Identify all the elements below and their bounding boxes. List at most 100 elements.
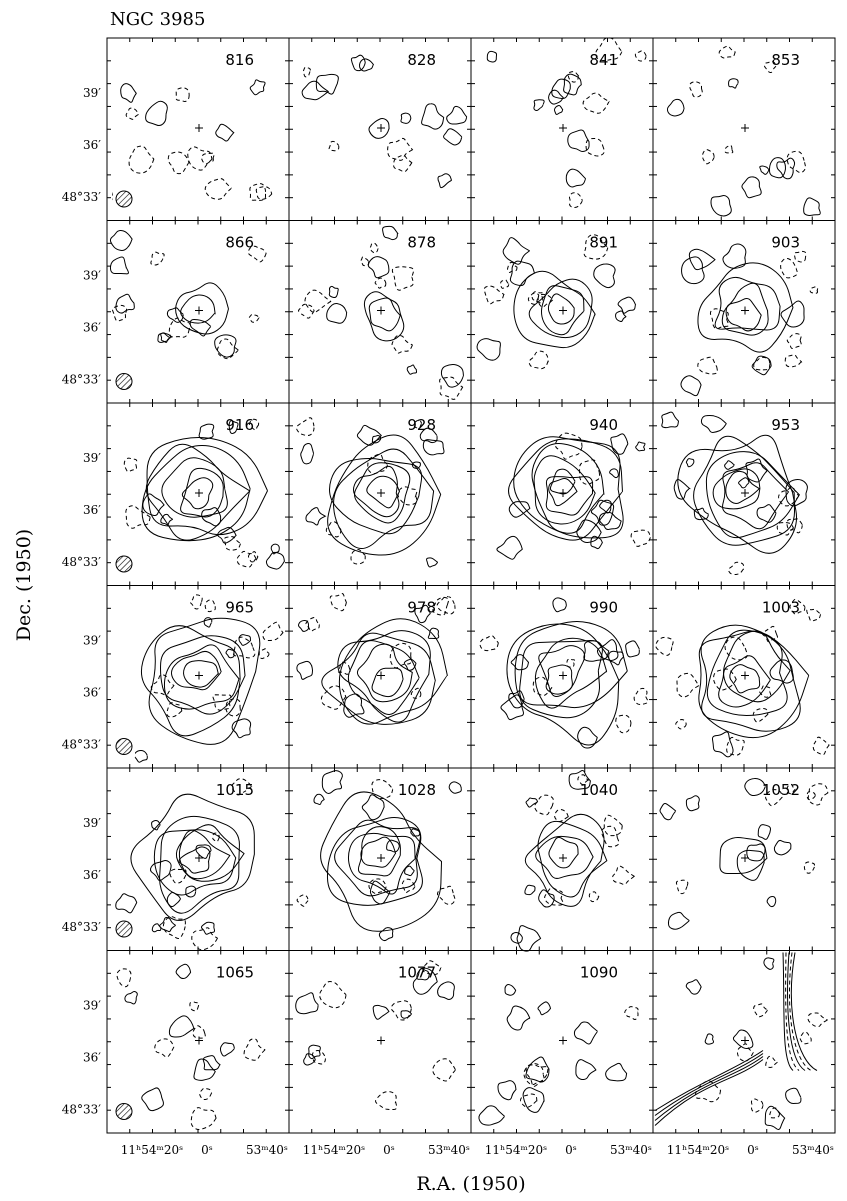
contour xyxy=(249,79,266,96)
contour xyxy=(633,687,649,706)
contour xyxy=(756,504,777,523)
contour xyxy=(567,71,580,83)
panel-frame xyxy=(470,950,654,1134)
contour xyxy=(296,894,309,907)
contour xyxy=(806,608,822,622)
contour xyxy=(128,145,155,174)
contour xyxy=(579,459,601,485)
velocity-label: 878 xyxy=(407,234,436,252)
contour xyxy=(369,242,379,254)
contour xyxy=(436,595,456,615)
contour xyxy=(231,718,252,739)
contour xyxy=(150,674,175,696)
contour xyxy=(180,294,216,324)
contour xyxy=(189,594,203,610)
contour xyxy=(677,434,797,554)
y-tick-label: 39′ xyxy=(83,816,101,830)
contour xyxy=(764,1105,786,1131)
panel: 1003 xyxy=(652,585,836,769)
contour xyxy=(673,479,691,500)
contour xyxy=(630,529,651,547)
contour xyxy=(248,551,259,563)
contour xyxy=(296,660,314,680)
contour xyxy=(590,499,615,526)
y-tick-label: 36′ xyxy=(83,321,101,335)
y-tick-label: 36′ xyxy=(83,868,101,882)
contour xyxy=(552,597,567,613)
contour xyxy=(788,952,812,1071)
contour xyxy=(201,152,215,165)
contour xyxy=(780,257,798,279)
contour xyxy=(401,878,416,894)
contour xyxy=(547,293,575,325)
y-tick-label: 48°33′ xyxy=(62,738,102,752)
contour xyxy=(568,192,583,209)
contour xyxy=(725,298,762,332)
contour xyxy=(308,1044,321,1060)
contour xyxy=(247,245,267,263)
contour xyxy=(726,736,745,756)
contour xyxy=(704,1033,715,1045)
panel-frame xyxy=(288,585,472,769)
panel: 1090 xyxy=(470,950,654,1134)
contour xyxy=(738,477,750,489)
contour xyxy=(422,960,442,976)
contour xyxy=(615,310,627,323)
contour xyxy=(585,137,605,157)
contour xyxy=(311,1050,327,1065)
contour xyxy=(225,698,241,717)
contour xyxy=(666,98,685,117)
contour xyxy=(525,1056,550,1083)
contour xyxy=(784,354,803,368)
contour xyxy=(728,561,745,576)
contour xyxy=(185,885,197,898)
contour xyxy=(326,817,423,906)
beam xyxy=(115,1103,133,1120)
contour xyxy=(255,186,273,200)
contour xyxy=(568,770,591,790)
contour xyxy=(145,443,251,541)
contour xyxy=(195,844,212,859)
beam xyxy=(115,738,133,755)
contour xyxy=(538,645,586,698)
panel xyxy=(652,950,836,1134)
contour xyxy=(141,1087,164,1112)
contour xyxy=(676,672,700,698)
contour xyxy=(328,285,339,299)
contour xyxy=(360,836,397,868)
contour xyxy=(296,417,315,437)
contour xyxy=(214,334,237,358)
contour xyxy=(130,793,255,921)
contour xyxy=(350,549,366,565)
contour xyxy=(187,146,213,171)
contour xyxy=(759,165,770,175)
contour xyxy=(416,968,430,981)
velocity-label: 1077 xyxy=(398,964,436,982)
contour xyxy=(160,635,246,715)
y-tick-label: 39′ xyxy=(83,86,101,100)
contour xyxy=(763,957,775,970)
contour xyxy=(509,260,536,287)
contour xyxy=(697,356,718,375)
contour xyxy=(744,777,767,797)
contour xyxy=(675,879,689,895)
velocity-label: 1090 xyxy=(580,964,618,982)
contour xyxy=(504,984,517,996)
contour xyxy=(712,468,761,510)
contour xyxy=(675,718,687,730)
contour xyxy=(765,1055,778,1068)
panel: 953 xyxy=(652,402,836,586)
contour xyxy=(728,78,739,89)
contour xyxy=(400,112,412,124)
contour xyxy=(514,620,628,709)
y-tick-label: 39′ xyxy=(83,269,101,283)
contour xyxy=(590,535,603,550)
contour xyxy=(112,304,128,322)
contour xyxy=(329,458,423,535)
contour xyxy=(577,774,589,786)
contour xyxy=(146,436,269,536)
contour xyxy=(303,66,311,78)
contour xyxy=(238,634,251,646)
panel: 841 xyxy=(470,37,654,221)
contour xyxy=(786,783,797,795)
